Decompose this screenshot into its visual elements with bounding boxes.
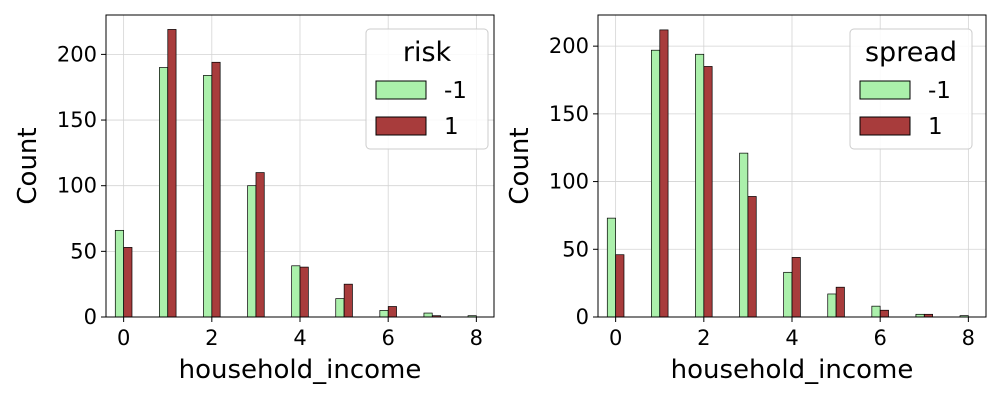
y-tick-label: 200 [549,34,589,58]
bar-pos [835,286,845,318]
bar-neg [651,49,661,318]
bar-neg [114,229,124,318]
bar-neg [739,152,749,318]
y-axis-label: Count [505,127,535,204]
bar-neg [695,53,705,318]
bar-pos [879,309,889,318]
bar-neg [871,305,881,318]
bar-neg [827,293,837,318]
y-tick-label: 50 [70,239,97,263]
x-tick-label: 0 [609,326,622,350]
legend-title: spread [865,37,957,68]
y-tick-label: 150 [549,102,589,126]
legend: risk -1 1 [365,28,489,150]
bar-pos [791,257,801,318]
legend-swatch-neg [375,80,427,100]
bar-neg [159,67,169,318]
bar-neg [423,312,433,318]
legend-entry: 1 [444,114,459,140]
y-axis-label: Count [13,127,43,204]
y-tick-label: 100 [549,170,589,194]
bar-pos [747,196,757,318]
legend: spread -1 1 [849,28,973,150]
y-tick-label: 200 [57,42,97,66]
x-tick-label: 2 [205,326,218,350]
bar-pos [299,266,309,318]
legend-entry: -1 [928,78,951,104]
y-tick-label: 150 [57,108,97,132]
y-tick-label: 50 [562,237,589,261]
y-tick-label: 100 [57,174,97,198]
bar-pos [123,247,133,318]
chart-panel-1: 0 2 4 6 8 0 50 100 150 200 household_income Count sp… [505,14,987,385]
x-axis-label: household_income [671,355,914,385]
legend-swatch-neg [859,80,911,100]
legend-swatch-pos [375,116,427,136]
x-tick-label: 2 [697,326,710,350]
bar-neg [606,217,616,318]
x-tick-label: 6 [873,326,886,350]
legend-swatch-pos [859,116,911,136]
bar-pos [343,283,353,318]
x-tick-label: 0 [117,326,130,350]
bar-neg [335,298,345,318]
bar-neg [291,265,301,318]
legend-title: risk [403,37,452,68]
bar-pos [659,29,669,318]
bar-pos [167,29,177,318]
x-tick-label: 4 [293,326,306,350]
bar-pos [615,254,625,318]
bar-pos [387,306,397,318]
bar-neg [203,75,213,318]
bar-pos [703,66,713,318]
y-tick-label: 0 [576,305,589,329]
bar-pos [255,172,265,318]
x-tick-label: 8 [470,326,483,350]
bar-neg [783,271,793,318]
x-tick-label: 8 [962,326,975,350]
x-axis-label: household_income [179,355,422,385]
y-tick-label: 0 [84,305,97,329]
bar-neg [247,185,257,318]
x-tick-label: 4 [785,326,798,350]
bar-neg [379,310,389,318]
bar-pos [211,61,221,318]
chart-panel-0: 0 2 4 6 8 0 50 100 150 200 household_income Count ri… [13,14,495,385]
legend-entry: -1 [444,78,467,104]
x-tick-label: 6 [381,326,394,350]
legend-entry: 1 [928,114,943,140]
